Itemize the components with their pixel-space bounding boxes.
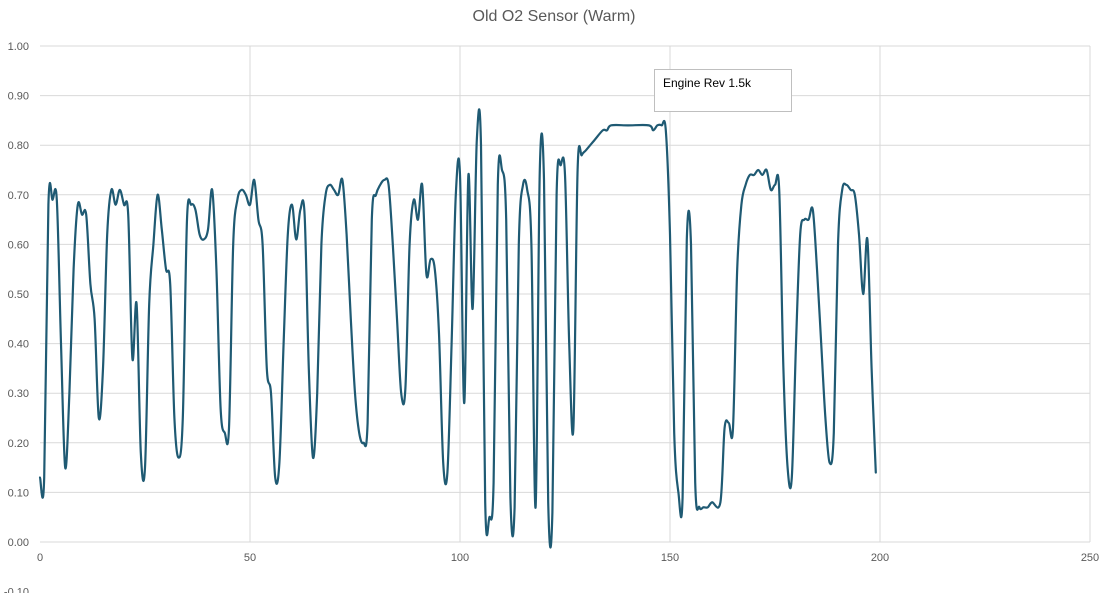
y-tick-label: -0.10 [4,587,29,593]
annotation-box: Engine Rev 1.5k [654,69,792,112]
y-tick-label: 0.90 [8,91,29,103]
chart-title: Old O2 Sensor (Warm) [472,8,636,25]
series-line-0 [38,108,877,549]
y-tick-label: 0.10 [8,487,29,499]
y-tick-label: 0.50 [8,289,29,301]
y-axis-ticks: -0.10 0.00 0.10 0.20 0.30 0.40 0.50 0.60 0.70 0.8… [4,41,29,593]
y-tick-label: 0.40 [8,339,29,351]
x-tick-label: 250 [1081,552,1099,564]
grid-layer [40,45,1091,543]
series-layer [38,108,877,549]
y-tick-label: 0.70 [8,190,29,202]
x-tick-label: 200 [871,552,889,564]
x-tick-label: 100 [451,552,469,564]
x-tick-label: 0 [37,552,43,564]
x-axis-ticks: 0 50 100 150 200 250 [37,552,1099,564]
y-tick-label: 0.00 [8,537,29,549]
y-tick-label: 0.20 [8,438,29,450]
y-tick-label: 0.60 [8,239,29,251]
x-tick-label: 50 [244,552,256,564]
y-tick-label: 0.80 [8,140,29,152]
y-tick-label: 0.30 [8,388,29,400]
x-tick-label: 150 [661,552,679,564]
annotation-text: Engine Rev 1.5k [663,76,752,90]
y-tick-label: 1.00 [8,41,29,53]
